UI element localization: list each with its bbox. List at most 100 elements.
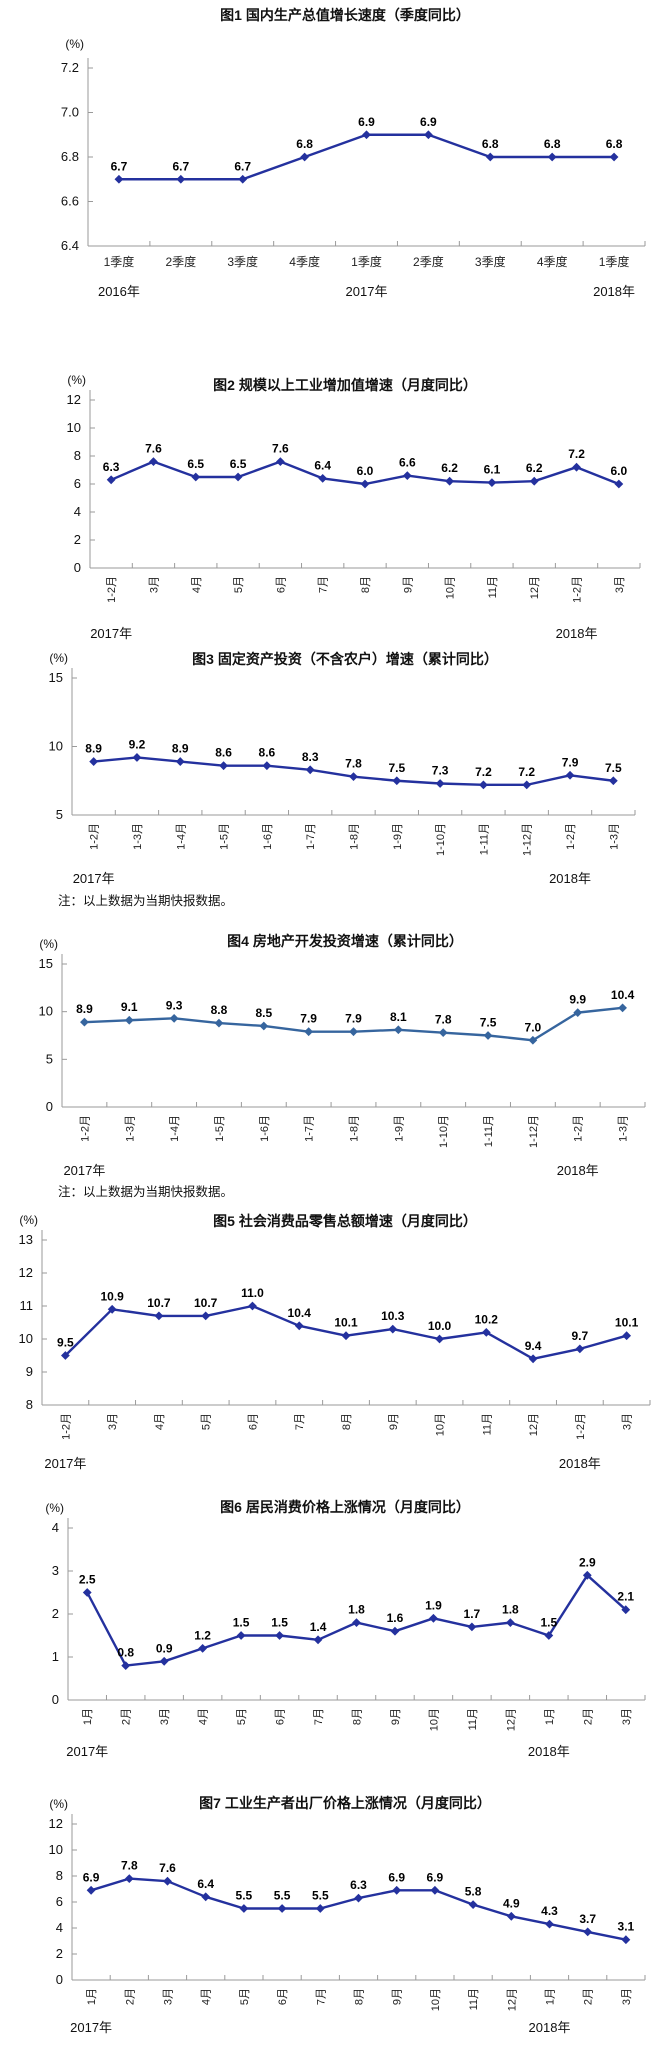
data-point-label: 10.0 bbox=[428, 1319, 452, 1333]
y-tick-label: 0 bbox=[74, 560, 81, 575]
y-tick-label: 12 bbox=[19, 1265, 33, 1280]
x-tick-label: 1-6月 bbox=[262, 823, 274, 850]
data-point-label: 6.1 bbox=[484, 463, 501, 477]
x-tick-label: 1-5月 bbox=[214, 1115, 226, 1142]
data-point-label: 7.8 bbox=[121, 1859, 138, 1873]
x-tick-label: 1季度 bbox=[104, 254, 135, 269]
data-point-label: 3.7 bbox=[579, 1912, 596, 1926]
chart-title: 图3 固定资产投资（不含农户）增速（累计同比） bbox=[192, 651, 498, 667]
y-tick-label: 2 bbox=[74, 532, 81, 547]
data-point-label: 8.8 bbox=[211, 1003, 228, 1017]
data-point-label: 1.8 bbox=[348, 1603, 365, 1617]
data-point-marker bbox=[618, 1003, 627, 1013]
data-point-label: 1.6 bbox=[387, 1611, 404, 1625]
data-point-marker bbox=[487, 478, 497, 487]
x-tick-label: 7月 bbox=[315, 1988, 327, 2005]
data-point-label: 9.4 bbox=[525, 1339, 542, 1353]
data-point-marker bbox=[529, 476, 539, 486]
data-point-marker bbox=[121, 1661, 131, 1670]
data-point-label: 6.8 bbox=[544, 137, 561, 151]
data-point-label: 6.0 bbox=[357, 464, 374, 478]
chart-title: 图2 规模以上工业增加值增速（月度同比） bbox=[213, 377, 477, 393]
axis-unit-label: (%) bbox=[49, 651, 68, 665]
x-tick-label: 5月 bbox=[239, 1988, 251, 2005]
data-point-marker bbox=[435, 1334, 444, 1344]
y-tick-label: 12 bbox=[49, 1816, 63, 1831]
data-point-marker bbox=[239, 1904, 249, 1913]
data-point-marker bbox=[238, 174, 248, 184]
x-tick-label: 10月 bbox=[435, 1413, 447, 1436]
chart-block-cpi: 图6 居民消费价格上涨情况（月度同比） (%) 4 3 2 1 0 2.5 0.8 0.9 1.2 1… bbox=[0, 1490, 670, 1780]
data-point-marker bbox=[191, 472, 201, 482]
data-point-label: 9.3 bbox=[166, 998, 183, 1012]
x-tick-label: 11月 bbox=[467, 1708, 479, 1730]
x-tick-label: 1-5月 bbox=[219, 823, 231, 850]
data-point-marker bbox=[169, 1013, 179, 1023]
data-point-marker bbox=[233, 472, 243, 482]
x-tick-label: 2月 bbox=[121, 1708, 133, 1725]
data-point-marker bbox=[429, 1613, 438, 1623]
gdp-quarterly-growth-chart: 图1 国内生产总值增长速度（季度同比） (%) 7.2 7.0 6.8 6.6 6.4 6.7… bbox=[61, 7, 646, 299]
x-tick-label: 1-6月 bbox=[259, 1115, 271, 1142]
x-tick-label: 3月 bbox=[107, 1413, 119, 1430]
data-point-marker bbox=[522, 780, 532, 790]
data-point-label: 2.1 bbox=[617, 1590, 634, 1604]
year-label: 2017年 bbox=[90, 626, 132, 641]
y-tick-label: 2 bbox=[56, 1946, 63, 1961]
axis-unit-label: (%) bbox=[67, 373, 86, 387]
data-point-marker bbox=[248, 1301, 257, 1311]
data-point-label: 5.5 bbox=[236, 1889, 253, 1903]
data-point-label: 7.9 bbox=[562, 755, 579, 769]
data-point-label: 6.8 bbox=[296, 137, 313, 151]
year-label: 2018年 bbox=[559, 1456, 601, 1471]
data-point-label: 4.3 bbox=[541, 1904, 558, 1918]
year-label: 2018年 bbox=[556, 626, 598, 641]
data-point-label: 8.6 bbox=[215, 746, 232, 760]
x-tick-label: 3月 bbox=[159, 1708, 171, 1725]
data-point-label: 9.9 bbox=[569, 993, 586, 1007]
x-tick-label: 9月 bbox=[390, 1708, 402, 1725]
x-tick-label: 4月 bbox=[154, 1413, 166, 1430]
data-point-marker bbox=[506, 1911, 516, 1921]
data-point-label: 6.7 bbox=[172, 159, 189, 173]
data-point-marker bbox=[621, 1935, 631, 1945]
data-point-marker bbox=[175, 757, 185, 766]
data-point-label: 6.2 bbox=[441, 461, 458, 475]
data-point-marker bbox=[483, 1031, 493, 1040]
data-point-label: 8.9 bbox=[76, 1002, 93, 1016]
x-tick-label: 1-3月 bbox=[618, 1115, 630, 1142]
data-point-marker bbox=[124, 1874, 134, 1883]
chart-title: 图7 工业生产者出厂价格上涨情况（月度同比） bbox=[199, 1795, 491, 1811]
data-point-marker bbox=[572, 462, 581, 472]
x-tick-label: 1-2月 bbox=[89, 823, 101, 850]
y-tick-label: 6 bbox=[56, 1894, 63, 1909]
y-tick-label: 1 bbox=[52, 1649, 59, 1664]
data-point-label: 9.5 bbox=[57, 1336, 74, 1350]
chart-block-industrial-output: 图2 规模以上工业增加值增速（月度同比） (%) 12 10 8 6 4 2 0 6.3 7.6 6.… bbox=[0, 340, 670, 650]
data-point-label: 10.4 bbox=[611, 988, 635, 1002]
data-point-label: 4.9 bbox=[503, 1896, 520, 1910]
x-tick-label: 1-2月 bbox=[565, 823, 577, 850]
consumer-price-index-chart: 图6 居民消费价格上涨情况（月度同比） (%) 4 3 2 1 0 2.5 0.8 0.9 1.2 1… bbox=[45, 1499, 646, 1759]
data-point-label: 6.3 bbox=[103, 460, 120, 474]
data-point-label: 7.0 bbox=[525, 1020, 542, 1034]
y-tick-label: 6.8 bbox=[61, 149, 79, 164]
data-point-label: 5.8 bbox=[465, 1885, 482, 1899]
x-tick-label: 8月 bbox=[360, 576, 372, 593]
data-point-marker bbox=[132, 753, 142, 762]
data-point-label: 9.7 bbox=[572, 1329, 589, 1343]
data-point-label: 5.5 bbox=[274, 1889, 291, 1903]
data-point-marker bbox=[305, 765, 315, 775]
data-point-label: 9.1 bbox=[121, 1000, 138, 1014]
data-point-marker bbox=[163, 1876, 172, 1886]
y-tick-label: 10 bbox=[19, 1331, 33, 1346]
data-point-label: 8.1 bbox=[390, 1010, 407, 1024]
data-point-label: 2.9 bbox=[579, 1555, 596, 1569]
data-point-label: 6.4 bbox=[314, 458, 331, 472]
data-point-marker bbox=[575, 1344, 585, 1354]
x-tick-label: 3月 bbox=[622, 1413, 634, 1430]
data-point-marker bbox=[545, 1919, 554, 1929]
y-tick-label: 6.6 bbox=[61, 194, 79, 209]
data-point-label: 7.6 bbox=[272, 442, 289, 456]
